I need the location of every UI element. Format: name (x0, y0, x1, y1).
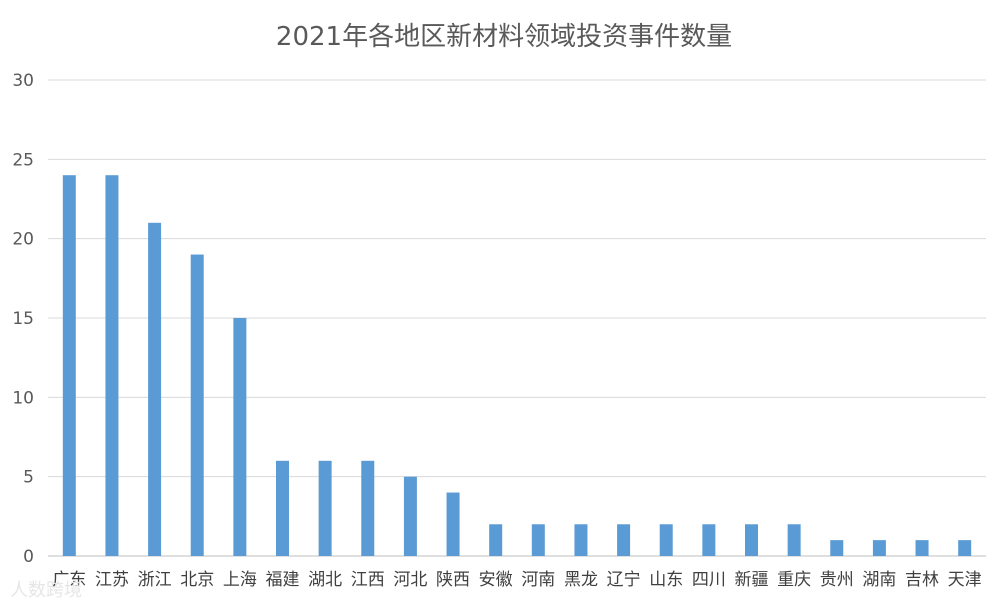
x-tick-label: 上海 (223, 570, 257, 590)
bars (62, 175, 972, 557)
x-tick-label: 河南 (521, 570, 555, 590)
bar-辽宁 (617, 524, 631, 556)
bar-上海 (233, 318, 247, 556)
bar-北京 (190, 254, 204, 557)
x-tick-label: 北京 (180, 570, 214, 590)
x-tick-label: 四川 (692, 570, 726, 590)
bar-河北 (403, 476, 417, 556)
bar-安徽 (489, 524, 503, 556)
x-tick-label: 广东 (52, 570, 86, 590)
watermark-text: 人数跨境 (10, 580, 82, 601)
x-tick-label: 湖北 (308, 570, 342, 590)
x-tick-label: 安徽 (479, 570, 513, 590)
bar-陕西 (446, 492, 460, 556)
bar-吉林 (915, 540, 929, 556)
bar-河南 (531, 524, 545, 556)
bar-广东 (62, 175, 76, 556)
y-tick-label: 25 (12, 150, 34, 170)
x-tick-label: 福建 (266, 570, 300, 590)
bar-四川 (702, 524, 716, 556)
x-tick-label: 河北 (393, 570, 427, 590)
bar-湖南 (872, 540, 886, 556)
x-tick-label: 贵州 (820, 570, 854, 590)
bar-黑龙 (574, 524, 588, 556)
x-axis-tick-labels: 广东 江苏 浙江 北京 上海 福建 湖北 江西 河北 陕西 安徽 河南 黑龙 辽宁 山东 四川 新疆 重庆 贵州 湖南… (52, 570, 981, 590)
x-tick-label: 重庆 (777, 570, 811, 590)
y-axis-tick-labels: 0 5 10 15 20 25 30 (12, 71, 34, 567)
chart-title: 2021年各地区新材料领域投资事件数量 (276, 22, 732, 52)
bar-浙江 (148, 222, 162, 557)
bar-江苏 (105, 175, 119, 556)
x-tick-label: 江苏 (95, 570, 129, 590)
x-tick-label: 吉林 (905, 570, 939, 590)
x-tick-label: 浙江 (138, 570, 172, 590)
x-tick-label: 新疆 (735, 570, 769, 590)
y-tick-label: 10 (12, 388, 34, 408)
x-tick-label: 湖南 (862, 570, 896, 590)
gridlines (48, 79, 986, 557)
bar-福建 (276, 460, 289, 556)
bar-江西 (361, 460, 375, 556)
bar-贵州 (830, 540, 844, 556)
bar-湖北 (318, 460, 332, 556)
x-tick-label: 天津 (948, 570, 982, 590)
y-tick-label: 0 (23, 547, 34, 567)
y-tick-label: 20 (12, 230, 34, 250)
y-tick-label: 15 (12, 309, 34, 329)
bar-天津 (958, 540, 972, 556)
bar-新疆 (745, 524, 758, 556)
x-tick-label: 江西 (351, 570, 385, 590)
x-tick-label: 黑龙 (564, 570, 598, 590)
x-tick-label: 山东 (649, 570, 683, 590)
y-tick-label: 30 (12, 71, 34, 91)
bar-重庆 (787, 524, 801, 556)
x-tick-label: 陕西 (436, 570, 470, 590)
bar-山东 (659, 524, 673, 556)
x-tick-label: 辽宁 (607, 570, 641, 590)
y-tick-label: 5 (23, 468, 34, 488)
